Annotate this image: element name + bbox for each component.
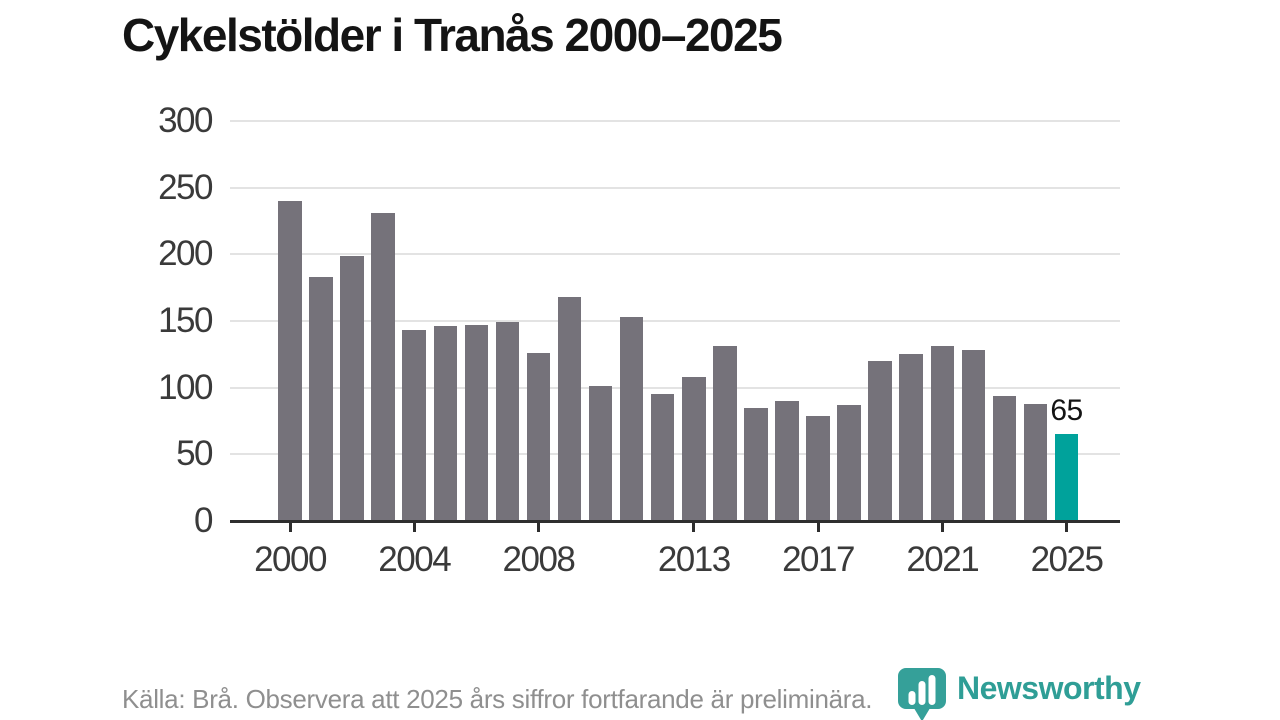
bar-2010 [588,386,613,521]
x-axis-tick-2008 [536,523,540,532]
bar-2024 [1023,403,1048,521]
bar-value-label: 65 [1050,394,1083,428]
bar-2014 [713,346,737,521]
chart-title: Cykelstölder i Tranås 2000–2025 [122,9,783,61]
bar-2020 [899,354,923,521]
bar-2021 [930,346,954,521]
bar-2002 [340,255,364,521]
bar-2019 [868,361,892,521]
x-axis-line [230,519,1120,523]
bar-2018 [837,405,861,521]
bar-2011 [619,317,644,521]
bar-2025 [1054,434,1079,521]
y-axis-label-100: 100 [158,367,213,407]
bar-2012 [650,394,675,521]
x-axis-label-2017: 2017 [782,540,855,579]
gridline-250 [230,186,1120,189]
x-axis-label-2008: 2008 [502,540,576,579]
x-axis-label-2013: 2013 [657,540,731,579]
x-axis-tick-2013 [692,523,696,532]
bar-2016 [775,401,799,521]
x-axis-label-2004: 2004 [378,540,451,579]
bar-2004 [402,330,426,521]
bar-2006 [464,325,489,521]
newsworthy-pin-barchart-icon [897,667,947,720]
gridline-150 [230,320,1120,322]
gridline-200 [230,253,1120,256]
bar-2005 [433,326,458,521]
bar-2003 [371,213,395,521]
x-axis-tick-2004 [412,523,416,532]
bar-2009 [557,297,582,521]
x-axis-tick-2025 [1065,523,1068,532]
bar-2000 [278,201,302,521]
x-axis-tick-2017 [816,523,820,532]
y-axis-label-0: 0 [194,501,213,540]
x-axis-label-2021: 2021 [906,540,979,579]
bar-2013 [682,377,706,521]
y-axis-label-50: 50 [176,434,213,474]
bar-2022 [961,350,986,521]
bar-2008 [526,353,551,521]
y-axis-label-250: 250 [158,167,213,207]
bar-2007 [495,322,520,521]
gridline-50 [230,453,1120,456]
gridline-100 [230,386,1120,389]
x-axis-label-2000: 2000 [254,540,327,579]
bar-2015 [744,407,768,521]
x-axis-tick-2021 [940,523,944,532]
y-axis-label-150: 150 [158,301,213,340]
newsworthy-logo-text: Newsworthy [957,670,1141,706]
bar-2017 [806,415,830,521]
gridline-300 [230,120,1120,122]
x-axis-tick-2000 [288,523,292,532]
bar-2001 [309,277,333,521]
x-axis-label-2025: 2025 [1030,540,1104,579]
y-axis-label-300: 300 [158,101,213,140]
bar-2023 [992,395,1017,521]
plot-area [230,120,1120,532]
y-axis-label-200: 200 [158,234,213,274]
source-note: Källa: Brå. Observera att 2025 års siffr… [122,684,873,714]
